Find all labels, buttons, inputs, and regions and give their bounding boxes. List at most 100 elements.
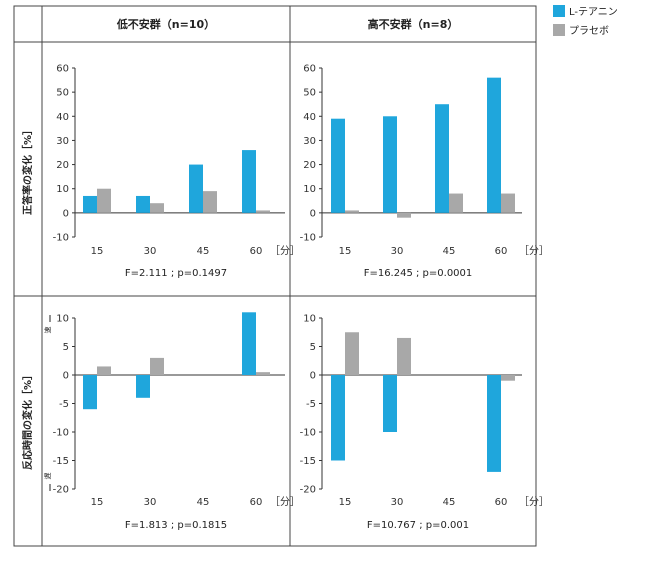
chart-high-reaction: 10 5 0 -5 -10 -15 -20 15 30 45 60 ［分］ F=10.767 ; p=0… <box>300 314 549 532</box>
bar-placebo-45 <box>449 193 463 213</box>
fast-label: 速 <box>44 327 52 334</box>
x-tick-label: 60 <box>495 497 508 508</box>
slow-label: 遅 <box>44 473 52 480</box>
x-tick-label: 15 <box>339 497 352 508</box>
x-tick-label: 15 <box>91 497 104 508</box>
legend-label-placebo: プラセボ <box>569 25 609 37</box>
x-tick-label: 60 <box>250 246 263 257</box>
y-tick-label: -20 <box>300 485 316 496</box>
bar-theanine-15 <box>83 375 97 410</box>
table-frame <box>13 5 537 547</box>
column-header-low: 低不安群（n=10） <box>116 17 215 31</box>
legend-swatch-placebo <box>553 24 565 36</box>
y-tick-label: 20 <box>56 160 69 171</box>
bar-theanine-30 <box>136 195 150 213</box>
legend-label-theanine: L-テアニン <box>569 7 618 18</box>
x-tick-label: 60 <box>495 246 508 257</box>
y-tick-label: -10 <box>53 428 69 439</box>
bar-placebo-30 <box>150 203 164 213</box>
x-tick-label: 30 <box>144 246 157 257</box>
bar-placebo-30 <box>397 337 411 375</box>
y-tick-label: 0 <box>63 371 69 382</box>
bar-theanine-30 <box>383 375 397 432</box>
bar-placebo-30 <box>397 212 411 218</box>
x-tick-label: 45 <box>197 497 210 508</box>
y-tick-label: 40 <box>56 112 69 123</box>
x-unit-label: ［分］ <box>519 245 549 257</box>
bar-theanine-60 <box>242 312 256 375</box>
bar-placebo-60 <box>256 210 270 213</box>
stat-label: F=2.111 ; p=0.1497 <box>125 268 227 279</box>
bar-theanine-60 <box>487 77 501 213</box>
y-tick-label: 50 <box>303 88 316 99</box>
bar-theanine-15 <box>83 195 97 213</box>
bar-placebo-60 <box>501 193 515 213</box>
stat-label: F=1.813 ; p=0.1815 <box>125 520 227 531</box>
x-tick-label: 30 <box>144 497 157 508</box>
chart-low-accuracy: 60 50 40 30 20 10 0 -10 15 30 45 60 ［分］ F=2.111 ; p=0… <box>53 64 300 280</box>
chart-low-reaction: 10 5 0 -5 -10 -15 -20 15 30 45 60 ［分］ F=1.813 ; p=0.… <box>53 312 300 531</box>
bar-placebo-60 <box>256 372 270 375</box>
bar-theanine-15 <box>331 375 345 461</box>
y-tick-label: 0 <box>63 208 69 219</box>
y-tick-label: -5 <box>306 399 316 410</box>
row-label-accuracy: 正答率の変化［%］ <box>21 125 34 215</box>
y-tick-label: -10 <box>300 428 316 439</box>
x-tick-label: 45 <box>197 246 210 257</box>
x-tick-label: 45 <box>443 497 456 508</box>
bar-theanine-45 <box>435 104 449 213</box>
y-tick-label: -10 <box>53 233 69 244</box>
y-tick-label: 50 <box>56 88 69 99</box>
y-tick-label: 40 <box>303 112 316 123</box>
y-tick-label: -10 <box>300 233 316 244</box>
y-tick-label: 10 <box>56 184 69 195</box>
x-tick-label: 15 <box>339 246 352 257</box>
x-tick-label: 30 <box>391 497 404 508</box>
stat-label: F=10.767 ; p=0.001 <box>367 520 469 531</box>
bar-theanine-30 <box>136 375 150 398</box>
y-tick-label: 60 <box>56 64 69 75</box>
bar-placebo-60 <box>501 375 515 381</box>
bar-placebo-15 <box>97 366 111 375</box>
column-header-high: 高不安群（n=8） <box>368 17 459 31</box>
y-tick-label: 20 <box>303 160 316 171</box>
bar-placebo-30 <box>150 357 164 375</box>
y-tick-label: -5 <box>59 399 69 410</box>
y-tick-label: -15 <box>53 456 69 467</box>
bar-theanine-60 <box>487 375 501 472</box>
x-unit-label: ［分］ <box>519 496 549 508</box>
y-tick-label: 10 <box>303 184 316 195</box>
stat-label: F=16.245 ; p=0.0001 <box>364 268 473 279</box>
y-tick-label: 10 <box>56 314 69 325</box>
y-tick-label: 10 <box>303 314 316 325</box>
bar-theanine-30 <box>383 116 397 213</box>
y-tick-label: 5 <box>310 342 316 353</box>
y-tick-label: -20 <box>53 485 69 496</box>
x-tick-label: 15 <box>91 246 104 257</box>
x-unit-label: ［分］ <box>270 496 300 508</box>
y-tick-label: 5 <box>63 342 69 353</box>
y-tick-label: 0 <box>310 208 316 219</box>
y-tick-label: -15 <box>300 456 316 467</box>
x-tick-label: 30 <box>391 246 404 257</box>
bar-placebo-15 <box>97 188 111 213</box>
bar-theanine-45 <box>189 164 203 213</box>
legend-swatch-theanine <box>553 5 565 17</box>
row-label-reaction: 反応時間の変化［%］ <box>21 370 34 470</box>
bar-placebo-15 <box>345 332 359 375</box>
y-tick-label: 30 <box>56 136 69 147</box>
chart-high-accuracy: 60 50 40 30 20 10 0 -10 15 30 45 60 ［分］ F=16.245 ; p=… <box>300 64 549 280</box>
x-tick-label: 60 <box>250 497 263 508</box>
bar-theanine-60 <box>242 150 256 213</box>
y-tick-label: 60 <box>303 64 316 75</box>
x-unit-label: ［分］ <box>270 245 300 257</box>
y-tick-label: 30 <box>303 136 316 147</box>
x-tick-label: 45 <box>443 246 456 257</box>
bar-theanine-15 <box>331 118 345 213</box>
legend: L-テアニン プラセボ <box>553 5 618 37</box>
bar-placebo-15 <box>345 210 359 213</box>
bar-placebo-45 <box>203 191 217 213</box>
y-tick-label: 0 <box>310 371 316 382</box>
